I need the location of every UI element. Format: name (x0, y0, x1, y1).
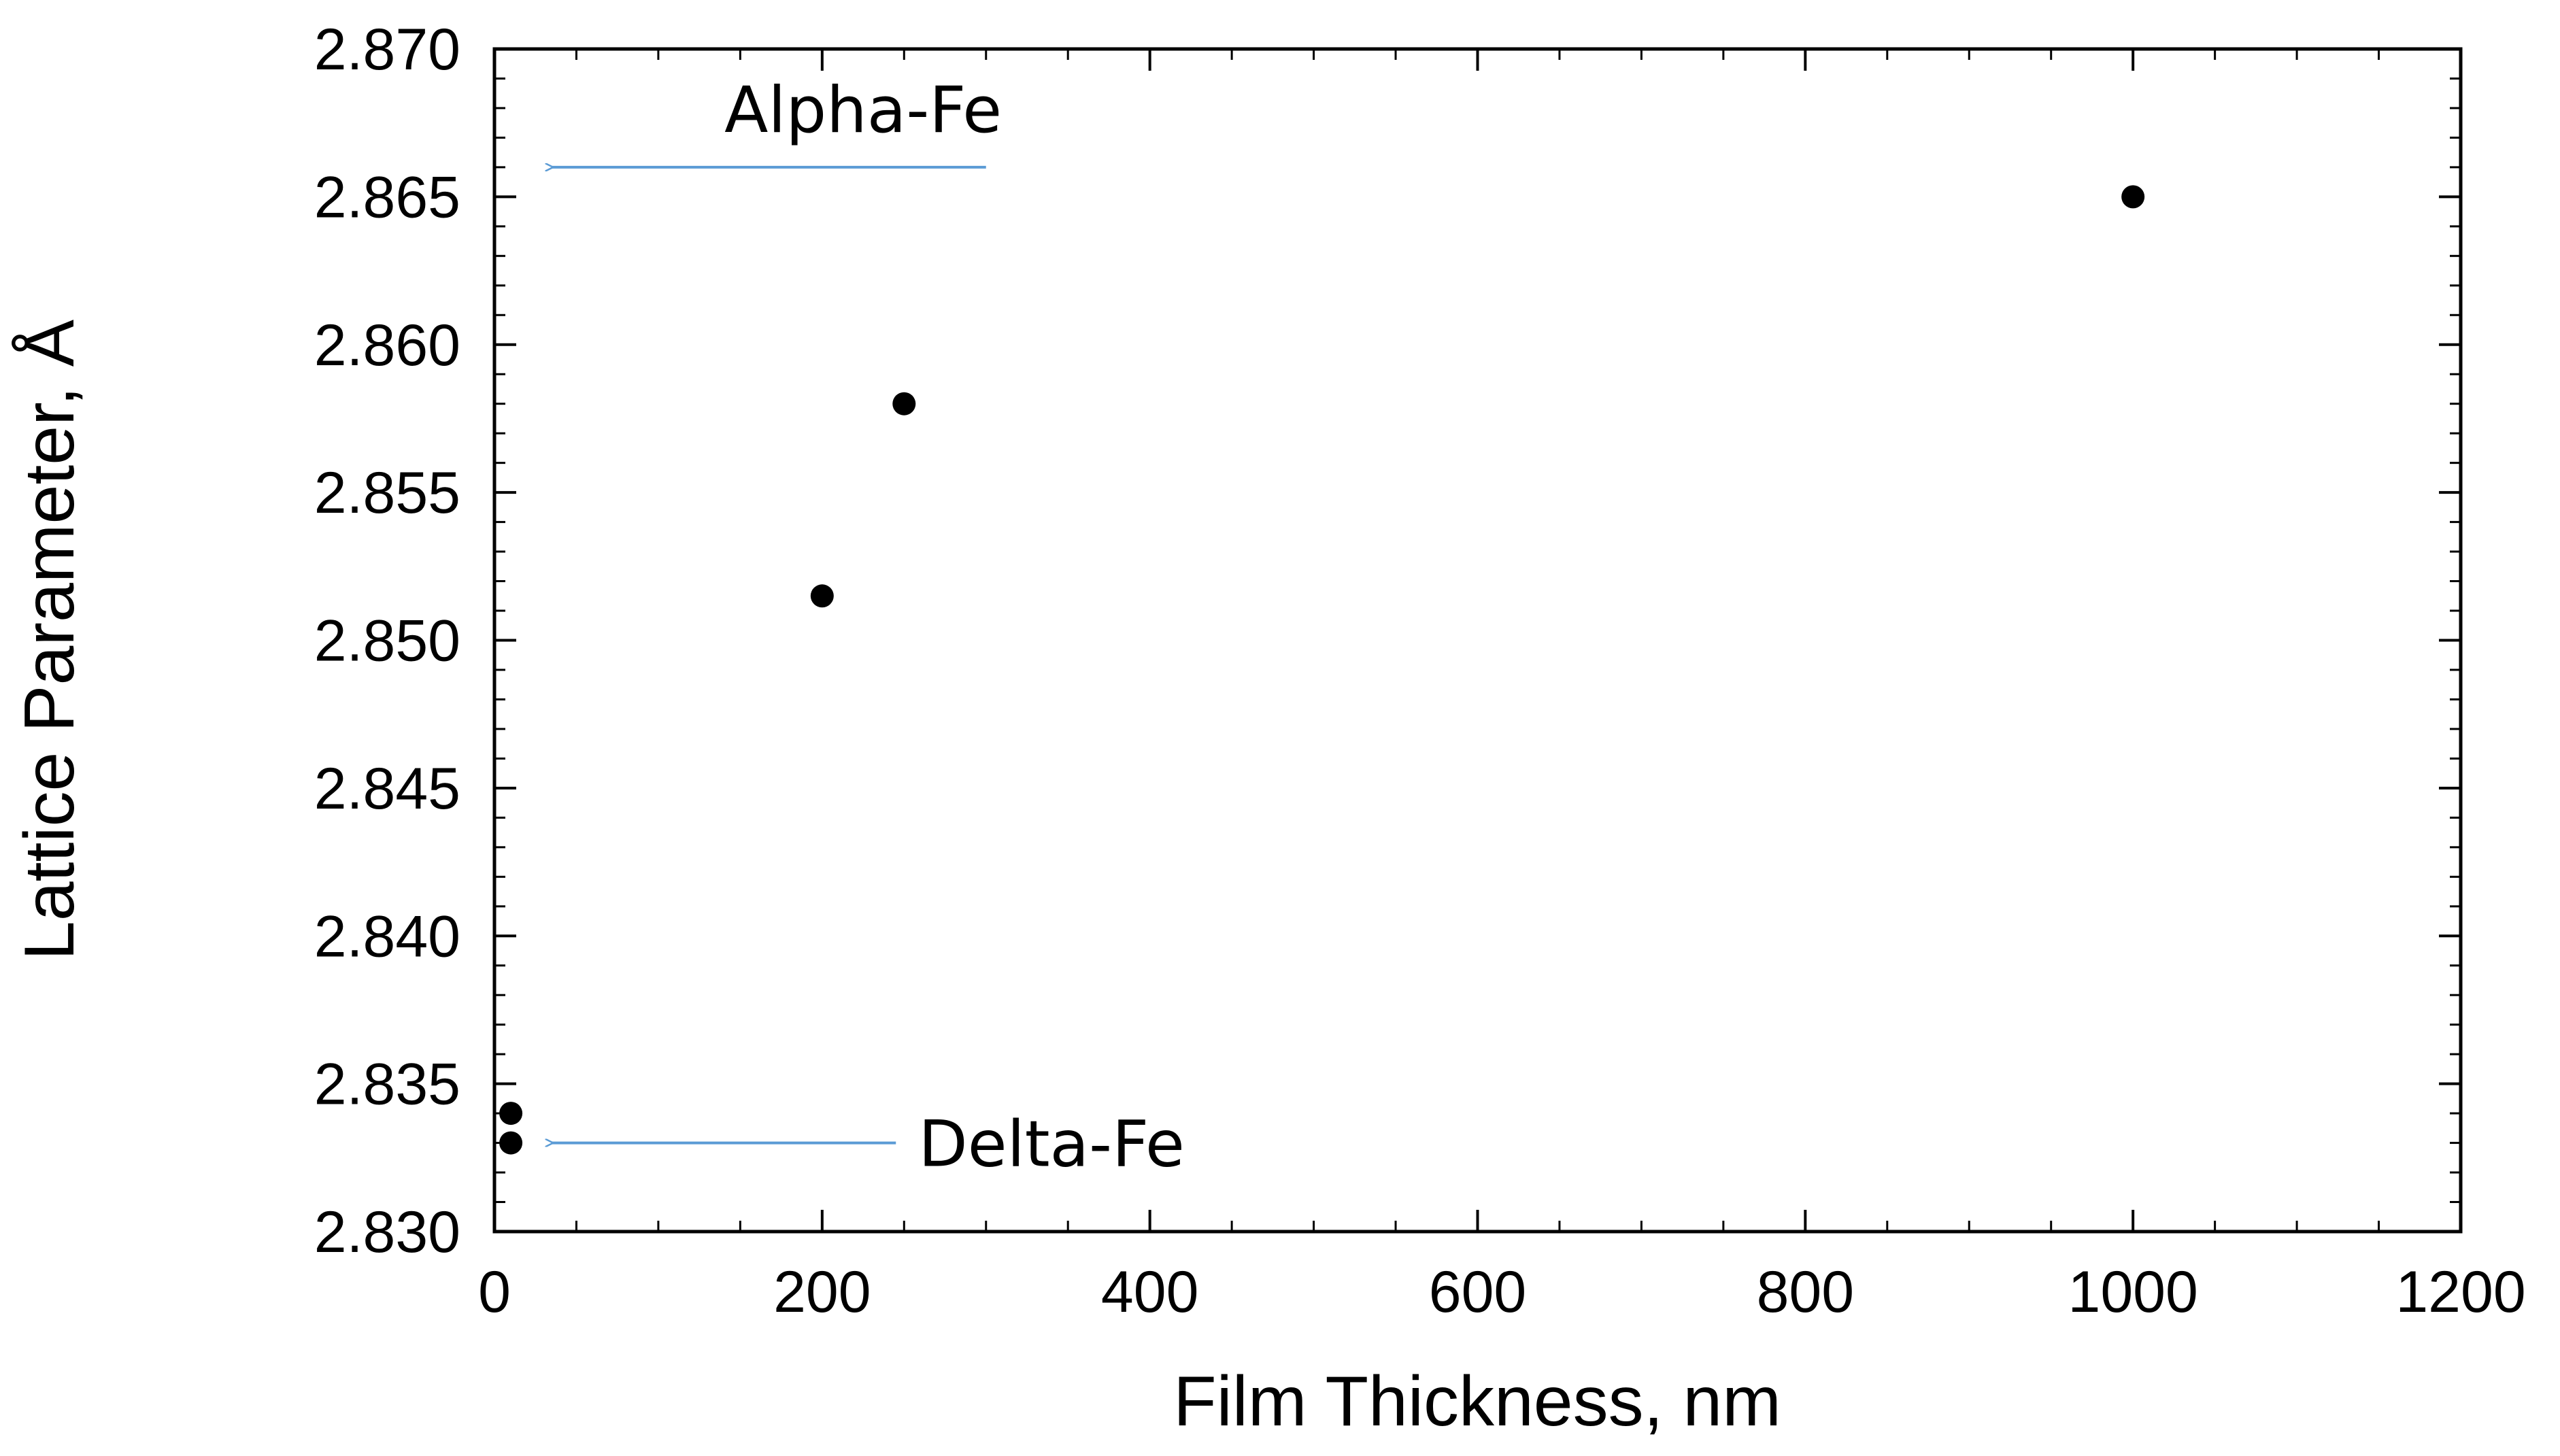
y-tick-label: 2.845 (314, 756, 460, 822)
x-tick-labels: 0 200 400 600 800 1000 1200 (478, 1259, 2526, 1325)
y-axis-title: Lattice Parameter, Å (10, 319, 89, 960)
data-point (499, 1102, 523, 1125)
points-layer (499, 185, 2145, 1155)
x-tick-label: 400 (1101, 1259, 1199, 1325)
annotation-label: Alpha-Fe (724, 73, 1002, 148)
y-tick-label: 2.840 (314, 904, 460, 969)
x-tick-label: 800 (1757, 1259, 1855, 1325)
y-tick-label: 2.860 (314, 313, 460, 378)
x-tick-label: 200 (773, 1259, 871, 1325)
y-tick-label: 2.870 (314, 17, 460, 82)
x-tick-label: 1000 (2068, 1259, 2198, 1325)
plot-frame (492, 47, 2463, 1234)
data-point (810, 584, 834, 608)
x-axis-title: Film Thickness, nm (1173, 1362, 1781, 1441)
data-point (499, 1131, 523, 1155)
x-tick-label: 1200 (2395, 1259, 2525, 1325)
ticks-layer (493, 48, 2462, 1233)
data-point (892, 392, 916, 416)
y-tick-label: 2.865 (314, 165, 460, 230)
y-tick-label: 2.855 (314, 460, 460, 526)
y-tick-label: 2.830 (314, 1200, 460, 1265)
annotation-label: Delta-Fe (918, 1108, 1184, 1182)
y-tick-labels: 2.830 2.835 2.840 2.845 2.850 2.855 2.860 2.865… (314, 17, 460, 1265)
data-point (2121, 185, 2145, 209)
y-tick-label: 2.835 (314, 1052, 460, 1117)
y-tick-label: 2.850 (314, 609, 460, 674)
x-tick-label: 600 (1429, 1259, 1527, 1325)
x-tick-label: 0 (478, 1259, 511, 1325)
annotations-layer: Alpha-Fe Delta-Fe (552, 73, 1185, 1182)
